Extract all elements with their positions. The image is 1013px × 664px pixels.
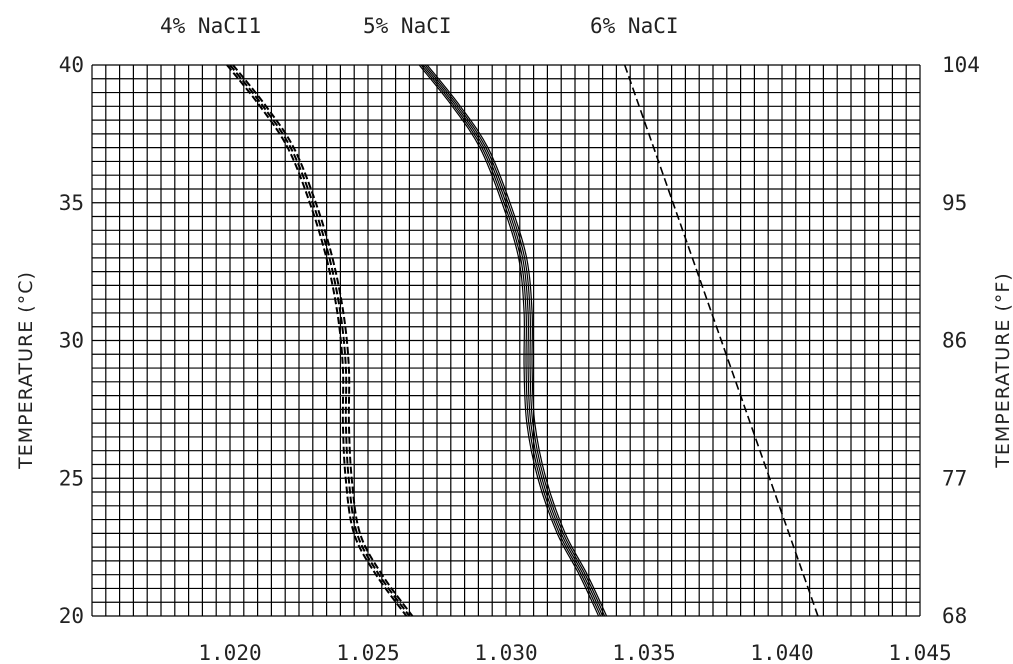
x-tick-label: 1.040	[750, 641, 813, 664]
series-line-2	[422, 64, 604, 617]
y-tick-label-left: 35	[59, 191, 84, 215]
y-tick-label-right: 95	[942, 191, 967, 215]
y-axis-title-right: TEMPERATURE (°F)	[992, 272, 1013, 468]
y-tick-label-right: 86	[942, 329, 967, 353]
y-tick-label-left: 30	[59, 329, 84, 353]
x-tick-label: 1.045	[888, 641, 951, 664]
tick-labels: 1.020 1.025 1.030 1.035 1.040 1.045 20 25 30 35 40…	[59, 53, 980, 664]
series-line-1	[229, 64, 411, 617]
series-label-5pct: 5% NaCI	[363, 14, 452, 38]
grid	[91, 64, 921, 617]
y-axis-title-left: TEMPERATURE (°C)	[15, 271, 37, 470]
series-label-4pct: 4% NaCI1	[160, 14, 261, 38]
y-tick-label-left: 40	[59, 53, 84, 77]
y-tick-label-left: 20	[59, 604, 84, 628]
y-tick-label-right: 104	[942, 53, 980, 77]
series-line-1	[226, 64, 408, 617]
x-tick-label: 1.020	[198, 641, 261, 664]
series-label-6pct: 6% NaCI	[590, 14, 679, 38]
series-line-2	[424, 64, 606, 617]
series-line-1	[232, 64, 414, 617]
x-tick-label: 1.030	[474, 641, 537, 664]
y-tick-label-right: 77	[942, 466, 967, 490]
x-tick-label: 1.025	[336, 641, 399, 664]
series-layer	[226, 64, 819, 617]
x-tick-label: 1.035	[612, 641, 675, 664]
series-line-2	[418, 64, 600, 617]
series-line-3	[623, 64, 819, 617]
y-tick-label-left: 25	[59, 466, 84, 490]
y-tick-label-right: 68	[942, 604, 967, 628]
labels: 4% NaCI1 5% NaCI 6% NaCI TEMPERATURE (°C…	[15, 14, 1013, 470]
series-line-2	[420, 64, 602, 617]
series-line-2	[426, 64, 608, 617]
